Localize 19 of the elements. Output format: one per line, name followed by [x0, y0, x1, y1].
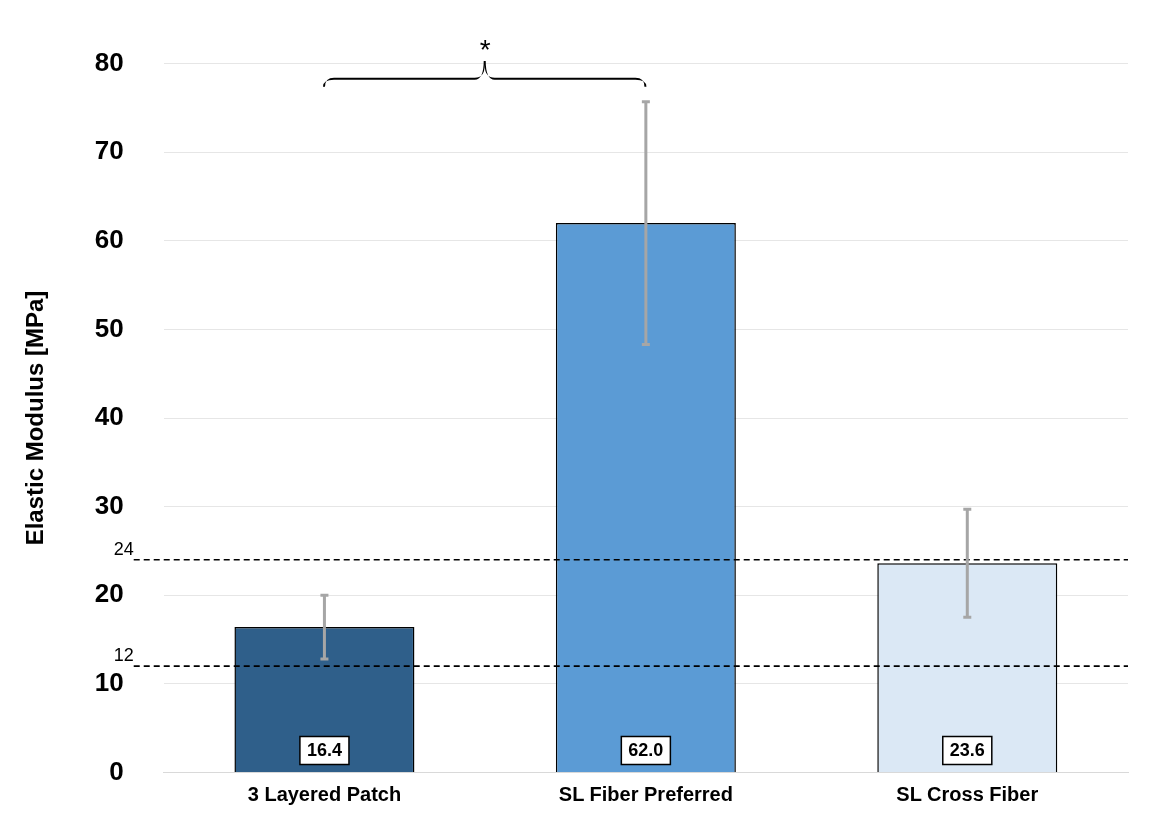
- y-tick-label: 0: [109, 755, 124, 786]
- annotation: *: [479, 33, 491, 65]
- y-tick-label: 30: [94, 489, 124, 520]
- x-tick-label: 3 Layered Patch: [247, 782, 402, 805]
- x-tick-label: SL Fiber Preferred: [558, 782, 733, 805]
- y-tick-label: 80: [94, 46, 124, 77]
- y-tick-label: 70: [94, 135, 124, 166]
- x-tick-label: SL Cross Fiber: [896, 782, 1039, 805]
- y-tick-label: 50: [94, 312, 124, 343]
- ref-line-label: 12: [113, 645, 134, 666]
- y-axis-title: Elastic Modulus [MPa]: [21, 290, 49, 546]
- data-label: 62.0: [628, 740, 664, 761]
- y-tick-label: 20: [94, 578, 124, 609]
- y-tick-label: 40: [94, 401, 124, 432]
- y-tick-label: 10: [94, 666, 124, 697]
- y-tick-label: 60: [94, 223, 124, 254]
- data-label: 23.6: [949, 740, 985, 761]
- data-label: 16.4: [306, 740, 342, 761]
- ref-line-label: 24: [113, 538, 134, 559]
